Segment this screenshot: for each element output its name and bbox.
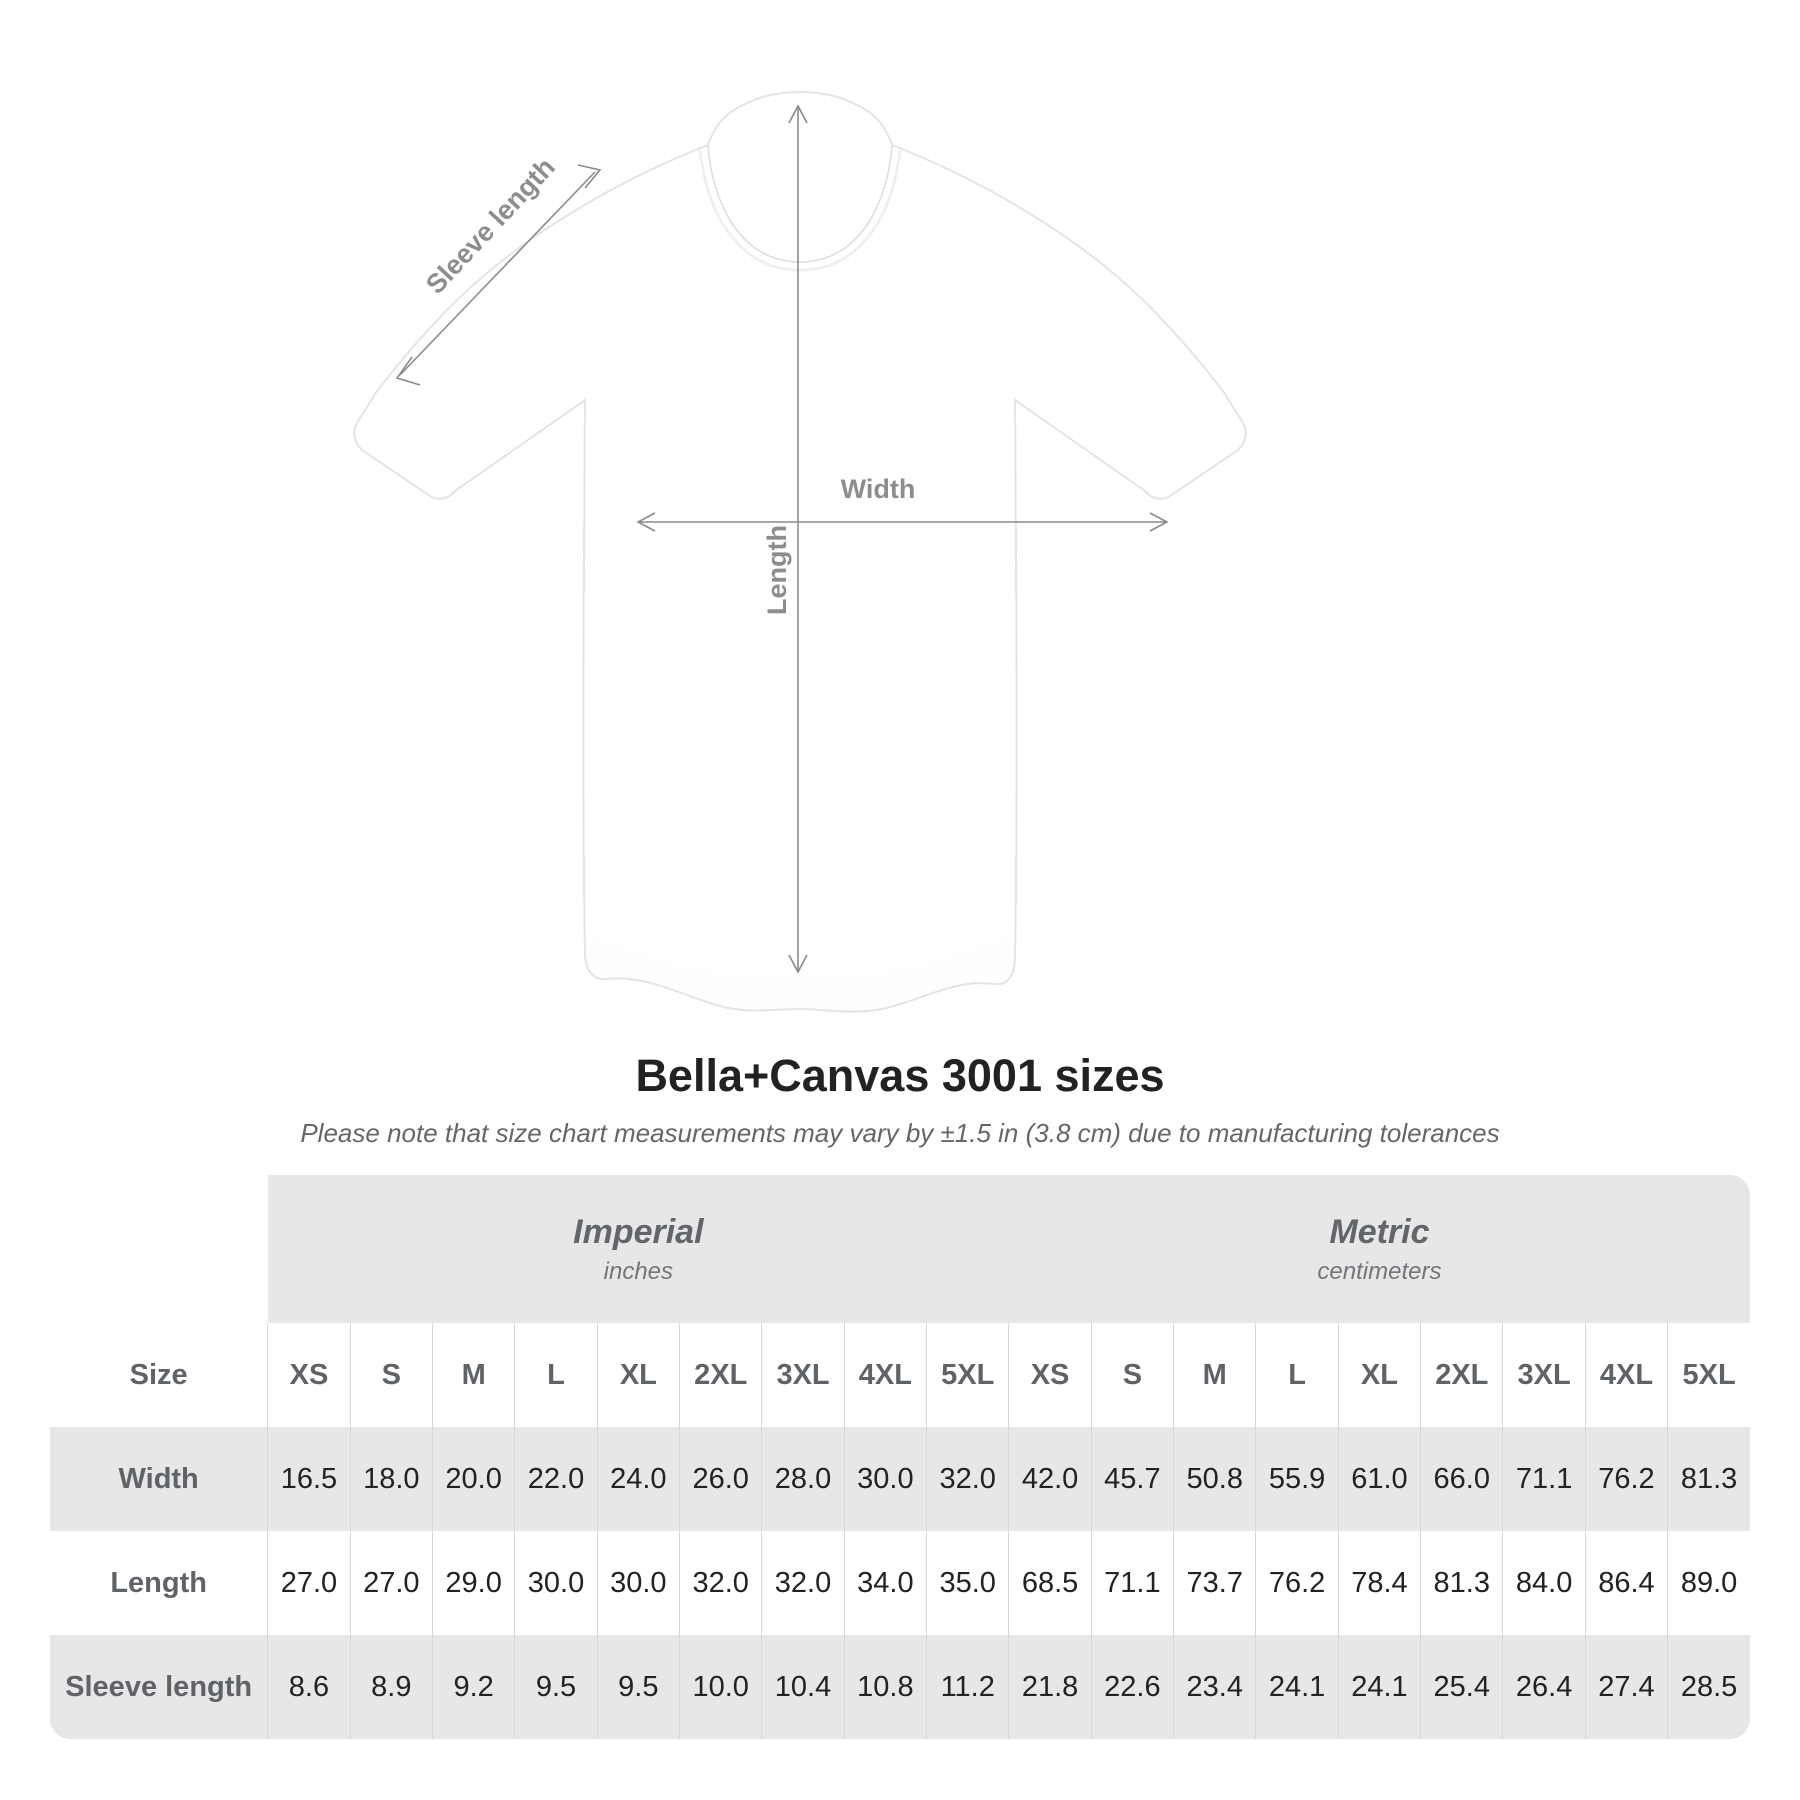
svg-text:Width: Width (841, 474, 916, 504)
svg-text:Length: Length (762, 525, 792, 615)
